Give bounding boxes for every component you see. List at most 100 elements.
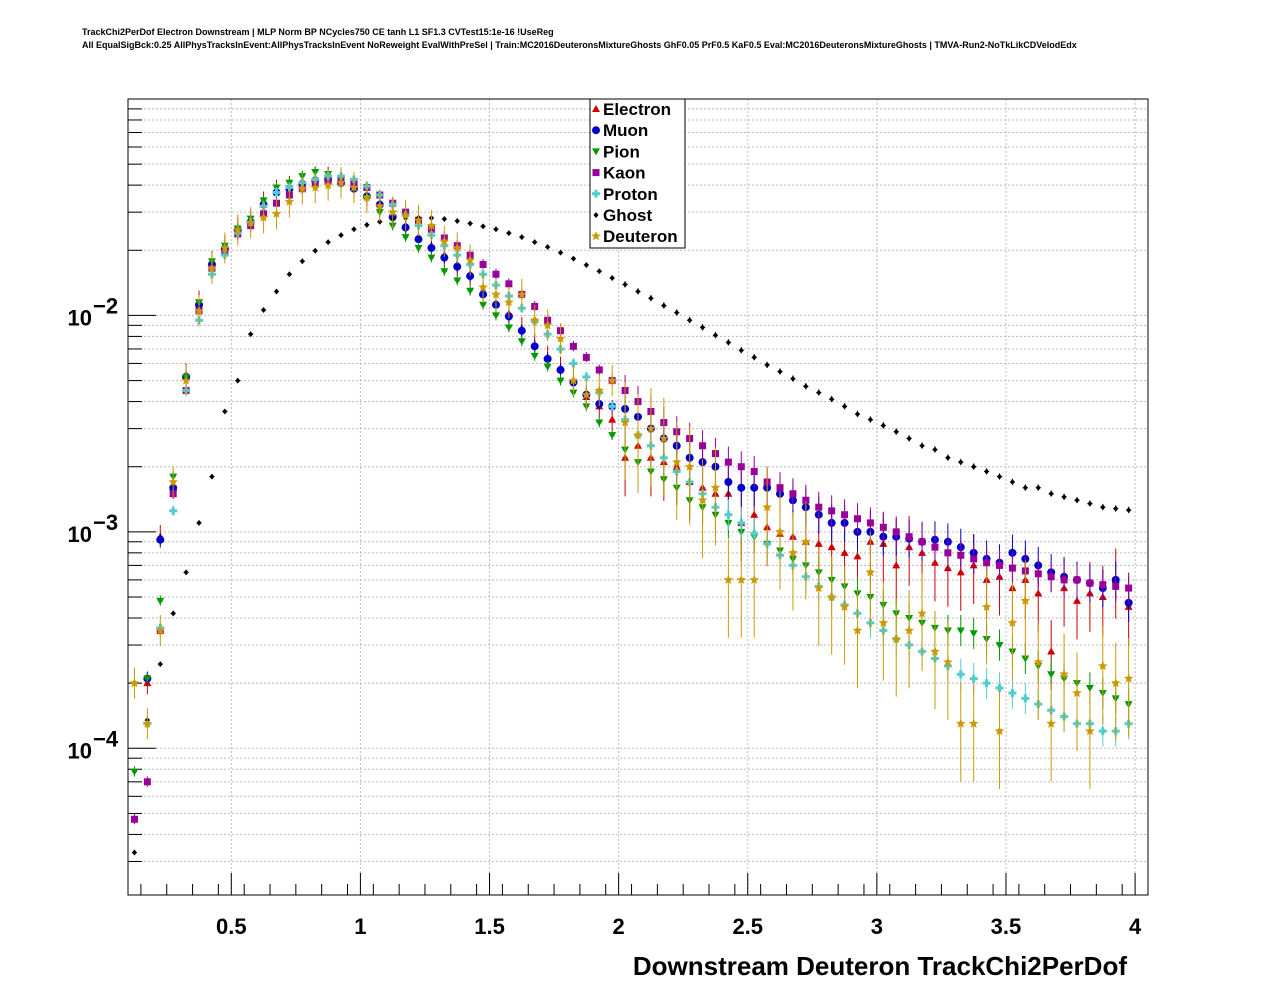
data-point	[1073, 576, 1081, 584]
data-point	[1007, 617, 1018, 627]
data-point	[826, 592, 837, 602]
data-point	[530, 352, 539, 360]
data-point	[1034, 570, 1042, 578]
data-point	[842, 403, 848, 410]
data-point	[465, 255, 475, 265]
data-point	[1113, 505, 1119, 512]
data-point	[956, 627, 965, 635]
data-point	[297, 183, 308, 193]
data-point	[932, 446, 938, 453]
legend-box	[589, 98, 686, 249]
data-point	[1085, 684, 1094, 692]
data-point	[608, 432, 617, 440]
data-point	[750, 510, 759, 518]
data-point	[906, 435, 912, 442]
data-point	[956, 568, 965, 576]
data-point	[222, 408, 228, 415]
data-point	[700, 324, 706, 331]
data-point	[994, 726, 1005, 736]
data-point	[659, 433, 669, 443]
data-point	[674, 309, 680, 316]
data-point	[710, 482, 721, 492]
data-point	[157, 661, 163, 668]
data-point	[413, 215, 424, 225]
legend-marker	[592, 105, 600, 112]
data-point	[944, 549, 952, 557]
legend-entry-deuteron: Deuteron	[591, 227, 678, 246]
data-point	[943, 657, 953, 667]
data-point	[803, 383, 809, 390]
data-point	[479, 260, 487, 268]
data-point	[983, 559, 991, 567]
data-point	[1126, 507, 1132, 514]
y-tick-exponent: −3	[93, 510, 118, 535]
data-point	[1072, 688, 1082, 698]
data-point	[776, 484, 784, 492]
data-point	[441, 215, 447, 222]
data-point	[453, 262, 462, 271]
data-point	[750, 483, 759, 492]
data-point	[1009, 478, 1015, 485]
data-point	[738, 347, 744, 354]
data-point	[608, 415, 617, 423]
data-point	[364, 221, 370, 228]
y-tick-exponent: −2	[93, 293, 118, 318]
data-point	[749, 574, 759, 584]
data-point	[969, 630, 978, 638]
data-point	[995, 642, 1004, 650]
data-point	[635, 288, 641, 295]
y-tick-exponent: −4	[93, 726, 119, 751]
data-point	[1074, 497, 1080, 504]
data-point	[724, 458, 732, 466]
data-point	[646, 423, 656, 433]
legend: Electron Muon Pion Kaon Proton Ghost Deuteron	[589, 98, 686, 249]
data-point	[829, 396, 835, 403]
series-deuteron	[129, 167, 1134, 789]
data-point	[284, 196, 295, 206]
chart-title-line-1: TrackChi2PerDof Electron Downstream | ML…	[82, 27, 554, 37]
data-point	[816, 389, 822, 396]
data-point	[504, 297, 514, 307]
data-point	[440, 253, 449, 262]
data-point	[982, 679, 991, 688]
data-point	[893, 428, 899, 435]
data-point	[723, 574, 734, 584]
data-point	[648, 295, 654, 302]
legend-label: Muon	[603, 121, 648, 140]
data-point	[454, 218, 460, 225]
data-point	[684, 461, 695, 471]
data-point	[427, 243, 436, 252]
x-tick-label: 0.5	[216, 914, 247, 939]
data-point	[582, 353, 590, 361]
data-point	[220, 243, 230, 252]
data-points	[129, 166, 1134, 856]
data-point	[156, 535, 165, 544]
data-point	[377, 218, 383, 225]
data-point	[1098, 661, 1108, 671]
data-point	[143, 675, 152, 683]
legend-marker	[593, 212, 599, 218]
data-point	[724, 477, 733, 486]
data-point	[687, 317, 693, 324]
data-point	[401, 234, 410, 242]
data-point	[971, 463, 977, 470]
data-point	[905, 533, 913, 541]
data-point	[981, 601, 992, 611]
legend-marker	[592, 126, 600, 135]
data-point	[569, 342, 577, 350]
data-point	[827, 543, 836, 551]
data-point	[1022, 484, 1028, 491]
data-point	[996, 561, 1004, 569]
data-point	[271, 208, 282, 218]
data-point	[879, 523, 887, 531]
data-point	[142, 718, 153, 728]
data-point	[930, 646, 940, 656]
data-point	[1033, 657, 1043, 667]
data-point	[1046, 718, 1056, 728]
data-point	[958, 459, 964, 466]
data-point	[1021, 694, 1030, 703]
data-point	[750, 468, 758, 476]
data-point	[609, 274, 615, 281]
data-point	[918, 538, 926, 546]
x-tick-label: 1.5	[474, 914, 505, 939]
